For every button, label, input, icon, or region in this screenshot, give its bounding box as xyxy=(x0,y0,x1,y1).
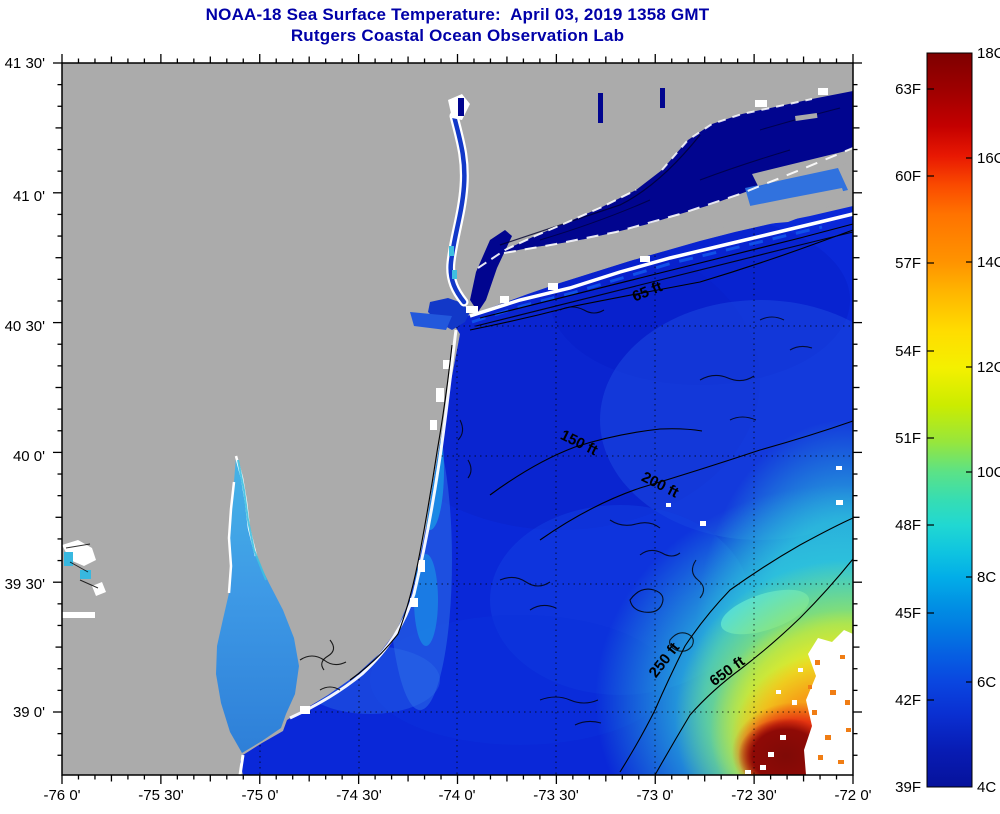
colorbar: 63F 60F 57F 54F 51F 48F 45F 42F 39F 18C … xyxy=(895,45,1000,796)
cbar-16c: 16C xyxy=(977,150,1000,167)
lat-label-400: 40 0' xyxy=(13,448,45,465)
cbar-42f: 42F xyxy=(895,692,921,709)
cbar-4c: 4C xyxy=(977,779,996,796)
lon-label-7230: -72 30' xyxy=(731,787,777,804)
cbar-39f: 39F xyxy=(895,779,921,796)
cbar-6c: 6C xyxy=(977,674,996,691)
map-canvas: 65 ft 150 ft 200 ft 250 ft 650 ft 41 30'… xyxy=(5,54,872,804)
lon-label-720: -72 0' xyxy=(834,787,871,804)
lat-label-4130: 41 30' xyxy=(5,55,46,72)
colorbar-ticks xyxy=(927,88,972,701)
cbar-63f: 63F xyxy=(895,81,921,98)
chesapeake-headwaters xyxy=(62,540,106,618)
lon-label-7430: -74 30' xyxy=(336,787,382,804)
lat-label-4030: 40 30' xyxy=(5,318,46,335)
lon-label-7330: -73 30' xyxy=(533,787,579,804)
axis-ticks xyxy=(53,54,862,784)
lat-label-390: 39 0' xyxy=(13,704,45,721)
delaware-bay xyxy=(216,455,299,753)
lat-label-3930: 39 30' xyxy=(5,576,46,593)
lon-label-730: -73 0' xyxy=(636,787,673,804)
cbar-57f: 57F xyxy=(895,255,921,272)
cbar-12c: 12C xyxy=(977,359,1000,376)
cbar-8c: 8C xyxy=(977,569,996,586)
cbar-18c: 18C xyxy=(977,45,1000,62)
lat-label-410: 41 0' xyxy=(13,188,45,205)
cbar-48f: 48F xyxy=(895,517,921,534)
long-island-sound xyxy=(470,91,853,312)
colorbar-gradient xyxy=(926,52,973,788)
figure-title: NOAA-18 Sea Surface Temperature: April 0… xyxy=(205,5,710,24)
hudson-river xyxy=(446,88,665,307)
ny-harbor xyxy=(410,298,470,330)
depth-contours xyxy=(299,223,854,776)
lon-label-760: -76 0' xyxy=(43,787,80,804)
cbar-60f: 60F xyxy=(895,168,921,185)
lon-label-740: -74 0' xyxy=(438,787,475,804)
cbar-51f: 51F xyxy=(895,430,921,447)
colorbar-celsius-labels: 18C 16C 14C 12C 10C 8C 6C 4C xyxy=(977,45,1000,796)
lon-label-750: -75 0' xyxy=(241,787,278,804)
figure-subtitle: Rutgers Coastal Ocean Observation Lab xyxy=(290,26,625,45)
figure-titles: NOAA-18 Sea Surface Temperature: April 0… xyxy=(62,4,853,46)
colorbar-fahrenheit-labels: 63F 60F 57F 54F 51F 48F 45F 42F 39F xyxy=(895,81,921,796)
cloud-mask xyxy=(238,88,854,776)
lon-label-7530: -75 30' xyxy=(138,787,184,804)
lat-axis-labels: 41 30' 41 0' 40 30' 40 0' 39 30' 39 0' xyxy=(5,55,46,721)
cbar-14c: 14C xyxy=(977,254,1000,271)
lon-axis-labels: -76 0' -75 30' -75 0' -74 30' -74 0' -73… xyxy=(43,787,871,804)
cbar-10c: 10C xyxy=(977,464,1000,481)
cbar-54f: 54F xyxy=(895,343,921,360)
cbar-45f: 45F xyxy=(895,605,921,622)
